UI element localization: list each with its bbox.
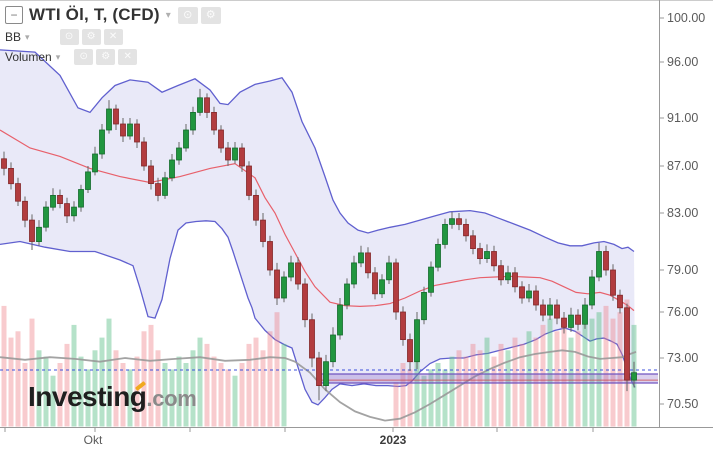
indicator-label-bb[interactable]: BB: [5, 30, 22, 44]
gear-icon[interactable]: ⚙: [96, 49, 116, 65]
price-axis-label: 70.50: [667, 397, 699, 411]
eye-icon[interactable]: ⊙: [59, 29, 79, 45]
price-axis-label: 79.00: [667, 263, 699, 277]
close-icon[interactable]: ✕: [118, 49, 138, 65]
investing-watermark: Investing .com: [28, 381, 197, 413]
time-axis-label: Okt: [83, 433, 103, 447]
eye-icon[interactable]: ⊙: [177, 6, 198, 24]
chevron-down-icon[interactable]: ▾: [165, 9, 171, 21]
price-axis-label: 91.00: [667, 111, 699, 125]
indicator-row-volumen: Volumen ▾ ⊙ ⚙ ✕: [5, 49, 221, 65]
price-axis-label: 83.00: [667, 206, 699, 220]
brand-text: Investing: [28, 381, 147, 412]
gear-icon[interactable]: ⚙: [81, 29, 101, 45]
collapse-legend-button[interactable]: −: [5, 6, 23, 24]
brand-suffix: .com: [146, 386, 197, 411]
indicator-row-bb: BB ▾ ⊙ ⚙ ✕: [5, 29, 221, 45]
indicator-label-volumen[interactable]: Volumen: [5, 50, 52, 64]
price-axis-label: 96.00: [667, 55, 699, 69]
price-axis-label: 87.00: [667, 159, 699, 173]
close-icon[interactable]: ✕: [103, 29, 123, 45]
chart-legend: − WTI Öl, T, (CFD) ▾ ⊙ ⚙ BB ▾ ⊙ ⚙ ✕ Volu…: [5, 5, 221, 69]
chevron-down-icon[interactable]: ▾: [55, 51, 61, 62]
time-axis-label: 2023: [379, 433, 407, 447]
eye-icon[interactable]: ⊙: [74, 49, 94, 65]
symbol-title[interactable]: WTI Öl, T, (CFD): [29, 5, 160, 24]
chevron-down-icon[interactable]: ▾: [25, 31, 30, 42]
price-axis-label: 76.00: [667, 305, 699, 319]
symbol-legend-row: − WTI Öl, T, (CFD) ▾ ⊙ ⚙: [5, 5, 221, 25]
price-axis-label: 73.00: [667, 351, 699, 365]
price-axis-label: 100.00: [667, 11, 706, 25]
gear-icon[interactable]: ⚙: [200, 6, 221, 24]
